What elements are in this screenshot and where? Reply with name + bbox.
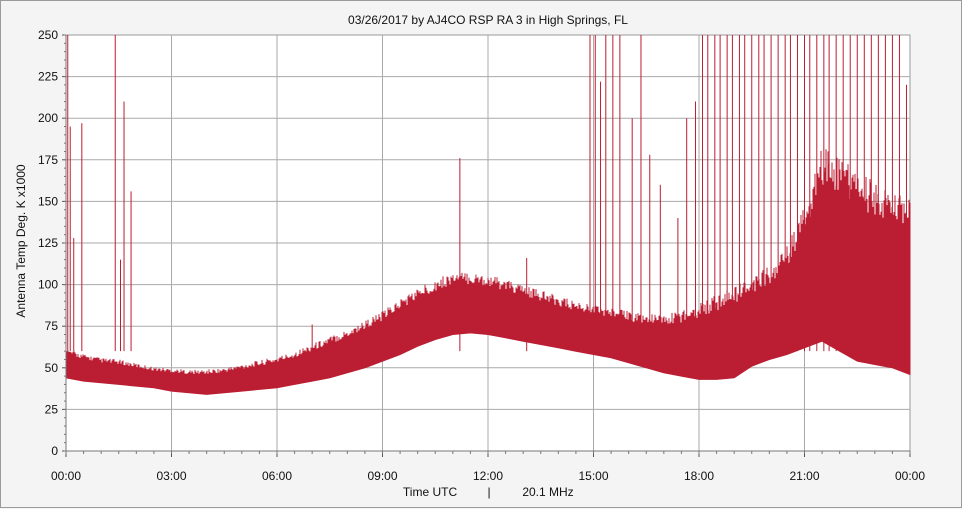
y-tick-label: 50 (45, 361, 59, 375)
x-axis-label-separator: | (487, 485, 490, 499)
y-tick-label: 200 (38, 111, 58, 125)
grid-lines (66, 35, 910, 451)
x-tick-label: 18:00 (684, 469, 714, 483)
y-tick-label: 125 (38, 236, 58, 250)
y-axis-label: Antenna Temp Deg. K x1000 (14, 164, 28, 318)
x-tick-label: 00:00 (51, 469, 81, 483)
y-tick-label: 25 (45, 402, 59, 416)
x-tick-labels: 00:00 03:00 06:00 09:00 12:00 15:00 18:00 21:00… (51, 469, 925, 483)
y-tick-labels: 0 25 50 75 100 125 150 175 200 225 250 (38, 28, 58, 458)
x-tick-label: 06:00 (262, 469, 292, 483)
y-tick-label: 100 (38, 278, 58, 292)
y-tick-label: 75 (45, 319, 59, 333)
x-tick-label: 21:00 (789, 469, 819, 483)
x-axis-label: Time UTC (403, 485, 458, 499)
y-tick-label: 150 (38, 194, 58, 208)
y-tick-label: 225 (38, 70, 58, 84)
axes (62, 34, 911, 457)
frequency-label: 20.1 MHz (522, 485, 573, 499)
data-layer (65, 35, 911, 395)
chart-title: 03/26/2017 by AJ4CO RSP RA 3 in High Spr… (348, 13, 628, 27)
y-tick-label: 0 (51, 444, 58, 458)
x-tick-label: 15:00 (578, 469, 608, 483)
y-tick-label: 175 (38, 153, 58, 167)
x-tick-label: 12:00 (473, 469, 503, 483)
x-tick-label: 00:00 (895, 469, 925, 483)
x-tick-label: 09:00 (367, 469, 397, 483)
x-tick-label: 03:00 (156, 469, 186, 483)
y-tick-label: 250 (38, 28, 58, 42)
